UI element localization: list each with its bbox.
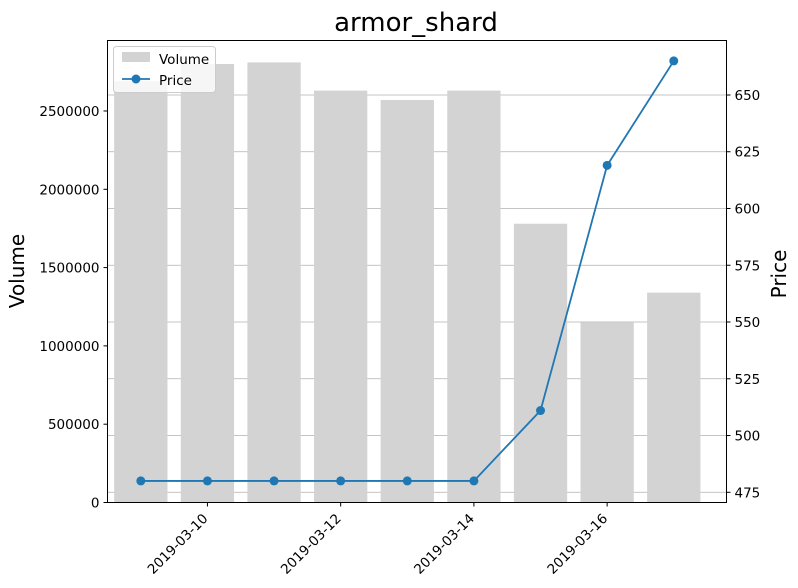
y-axis-label-right: Price	[767, 250, 791, 299]
right-axis-tick-label: 475	[735, 485, 761, 501]
chart-title: armor_shard	[334, 8, 498, 38]
price-point	[669, 56, 679, 66]
volume-bar	[447, 90, 501, 503]
price-point	[469, 476, 479, 486]
price-line	[136, 56, 679, 486]
x-axis-tick-label: 2019-03-16	[544, 511, 611, 578]
volume-bar	[247, 62, 301, 503]
volume-bar	[380, 100, 434, 503]
right-axis-tick-label: 525	[735, 372, 761, 388]
x-axis-tick-label: 2019-03-10	[145, 511, 212, 578]
volume-bars	[114, 62, 701, 503]
volume-bar	[114, 81, 168, 503]
left-axis-tick-label: 1500000	[39, 261, 99, 277]
legend-label-price: Price	[159, 73, 192, 89]
price-point	[269, 476, 279, 486]
right-axis-tick-label: 600	[735, 202, 761, 218]
legend-swatch-volume	[122, 52, 150, 62]
volume-bar	[314, 90, 368, 503]
left-axis-tick-label: 2000000	[39, 182, 99, 198]
volume-bar	[513, 223, 568, 503]
y-axis-label-left: Volume	[5, 234, 29, 308]
x-axis-tick-label: 2019-03-14	[411, 511, 478, 578]
right-axis-tick-label: 625	[735, 145, 761, 161]
left-y-axis: 0 500000 1000000 1500000 2000000 2500000	[39, 104, 108, 512]
x-axis-tick-label: 2019-03-12	[278, 511, 345, 578]
legend-swatch-price-marker	[131, 74, 141, 84]
price-point	[402, 476, 412, 486]
right-axis-tick-label: 575	[735, 258, 761, 274]
left-axis-tick-label: 1000000	[39, 339, 99, 355]
left-axis-tick-label: 0	[91, 496, 100, 512]
x-axis: 2019-03-10 2019-03-12 2019-03-14 2019-03-16	[145, 502, 611, 578]
volume-bar	[647, 292, 701, 503]
price-point	[602, 160, 612, 170]
right-axis-tick-label: 550	[735, 315, 761, 331]
price-point	[136, 476, 146, 486]
volume-bar	[180, 63, 235, 503]
left-axis-tick-label: 2500000	[39, 104, 99, 120]
plot-frame	[107, 40, 727, 503]
right-axis-tick-label: 500	[735, 429, 761, 445]
legend-label-volume: Volume	[159, 52, 209, 68]
right-y-axis: 475 500 525 550 575 600 625 650	[726, 88, 761, 501]
price-point	[336, 476, 346, 486]
price-point	[536, 406, 546, 416]
left-axis-tick-label: 500000	[48, 417, 100, 433]
legend: Volume Price	[113, 46, 216, 93]
volume-bar	[580, 322, 634, 503]
right-axis-tick-label: 650	[735, 88, 761, 104]
price-point	[202, 476, 212, 486]
